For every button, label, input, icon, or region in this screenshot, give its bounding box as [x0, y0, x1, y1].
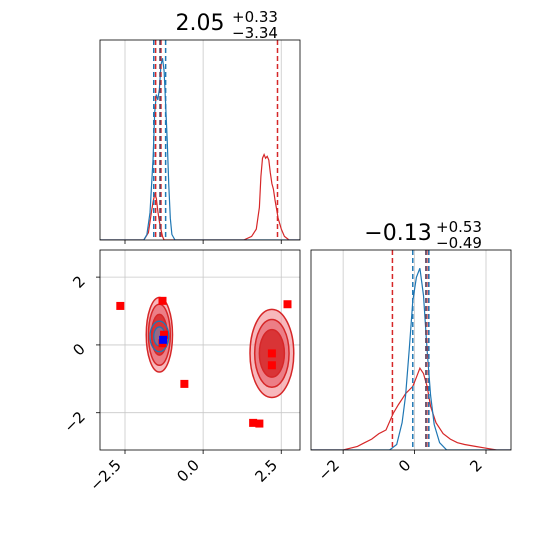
bl-red-square-6 — [255, 419, 264, 428]
bl-red-square-4 — [180, 379, 189, 388]
bl-red-square-2 — [160, 330, 169, 339]
panel-bottom-right-frame — [310, 249, 512, 451]
bl-xtick-label-0: −2.5 — [86, 456, 124, 494]
br-xtick-label-2: 2 — [466, 456, 485, 475]
bl-ytick-label-2: 2 — [69, 272, 88, 291]
tl-histogram-series-1 — [100, 58, 300, 240]
bl-ytick-label-1: 0 — [69, 340, 88, 359]
title-top-left-main: 2.05 — [176, 11, 225, 36]
bl-blue-square-0 — [159, 335, 168, 344]
title-bottom-right-sup: +0.53 — [436, 218, 482, 236]
title-top-left-sup: +0.33 — [232, 8, 278, 26]
bl-xtick-label-2: 2.5 — [251, 456, 281, 486]
panel-top-left-histogram: 2.05 +0.33 −3.34 — [99, 8, 301, 244]
bl-xtick-label-1: 0.0 — [173, 456, 203, 486]
bl-blue-contour-0-0 — [149, 320, 170, 353]
title-bottom-right-sub: −0.49 — [436, 234, 482, 252]
panel-bottom-right-histogram: −2 0 2 −0.13 +0.53 −0.49 — [310, 218, 512, 484]
bl-red-square-9 — [283, 300, 292, 309]
br-xtick-label-1: 0 — [395, 456, 414, 475]
title-top-left: 2.05 — [176, 11, 225, 36]
title-bottom-right-main: −0.13 — [364, 221, 431, 246]
panel-bottom-left-frame — [99, 249, 301, 451]
bl-red-square-7 — [267, 349, 276, 358]
panel-top-left-frame — [99, 39, 301, 241]
bl-red-square-0 — [116, 301, 125, 310]
br-histogram-series-0 — [311, 366, 511, 450]
title-top-left-sub: −3.34 — [232, 24, 278, 42]
bl-red-square-8 — [267, 361, 276, 370]
bl-red-square-1 — [158, 296, 167, 305]
br-histogram-series-1 — [311, 267, 511, 450]
bl-ytick-label-0: −2 — [60, 408, 88, 436]
br-xtick-label-0: −2 — [315, 456, 343, 484]
title-bottom-right: −0.13 — [364, 221, 431, 246]
bl-red-square-5 — [249, 418, 258, 427]
panel-bottom-left-2d: −2.5 0.0 2.5 −2 0 2 — [60, 249, 301, 495]
tl-histogram-series-0 — [100, 152, 300, 240]
